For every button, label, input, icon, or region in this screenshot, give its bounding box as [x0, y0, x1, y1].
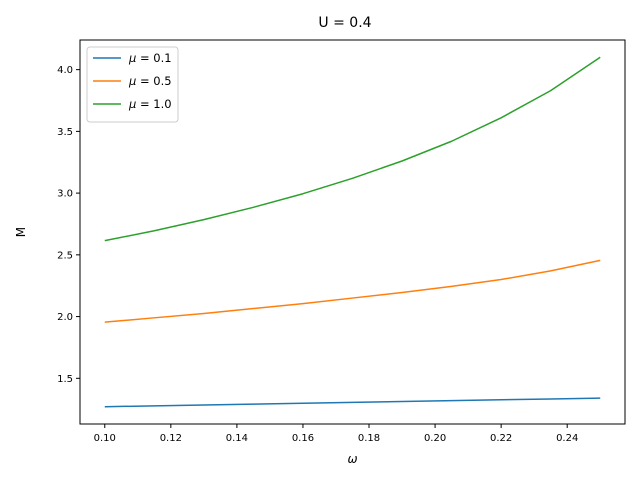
- y-tick-label: 1.5: [57, 374, 73, 385]
- legend-label: μ = 1.0: [128, 97, 172, 111]
- legend-label-symbol: μ: [128, 51, 136, 65]
- y-tick-label: 2.5: [57, 250, 73, 261]
- x-tick-label: 0.22: [490, 433, 512, 444]
- y-tick-label: 2.0: [57, 312, 73, 323]
- x-tick-label: 0.12: [160, 433, 182, 444]
- x-tick-label: 0.20: [424, 433, 446, 444]
- x-tick-label: 0.14: [226, 433, 248, 444]
- legend-label-symbol: μ: [128, 97, 136, 111]
- x-axis-label: ω: [347, 452, 357, 466]
- legend-label-symbol: μ: [128, 74, 136, 88]
- plot-frame: [79, 39, 626, 425]
- legend-label-value: = 0.5: [136, 74, 171, 88]
- series-line-2: [104, 259, 601, 323]
- x-axis: 0.10 0.12 0.14 0.16 0.18 0.20 0.22 0.24: [94, 424, 578, 444]
- chart-title: U = 0.4: [318, 15, 371, 31]
- y-tick-label: 4.0: [57, 65, 73, 76]
- x-tick-label: 0.16: [292, 433, 314, 444]
- y-tick-label: 3.0: [57, 189, 73, 200]
- x-tick-label: 0.10: [94, 433, 116, 444]
- legend-label-value: = 0.1: [136, 51, 171, 65]
- series-line-1: [104, 397, 601, 408]
- plot-series: [104, 56, 601, 408]
- legend-label-value: = 1.0: [136, 97, 171, 111]
- x-tick-label: 0.18: [358, 433, 380, 444]
- y-axis: 1.5 2.0 2.5 3.0 3.5 4.0: [57, 65, 80, 385]
- x-tick-label: 0.24: [556, 433, 578, 444]
- series-line-3: [104, 56, 601, 242]
- y-tick-label: 3.5: [57, 127, 73, 138]
- legend-label: μ = 0.1: [128, 51, 172, 65]
- legend-label: μ = 0.5: [128, 74, 172, 88]
- legend: μ = 0.1μ = 0.5μ = 1.0: [86, 46, 179, 123]
- y-axis-label: M: [14, 227, 28, 237]
